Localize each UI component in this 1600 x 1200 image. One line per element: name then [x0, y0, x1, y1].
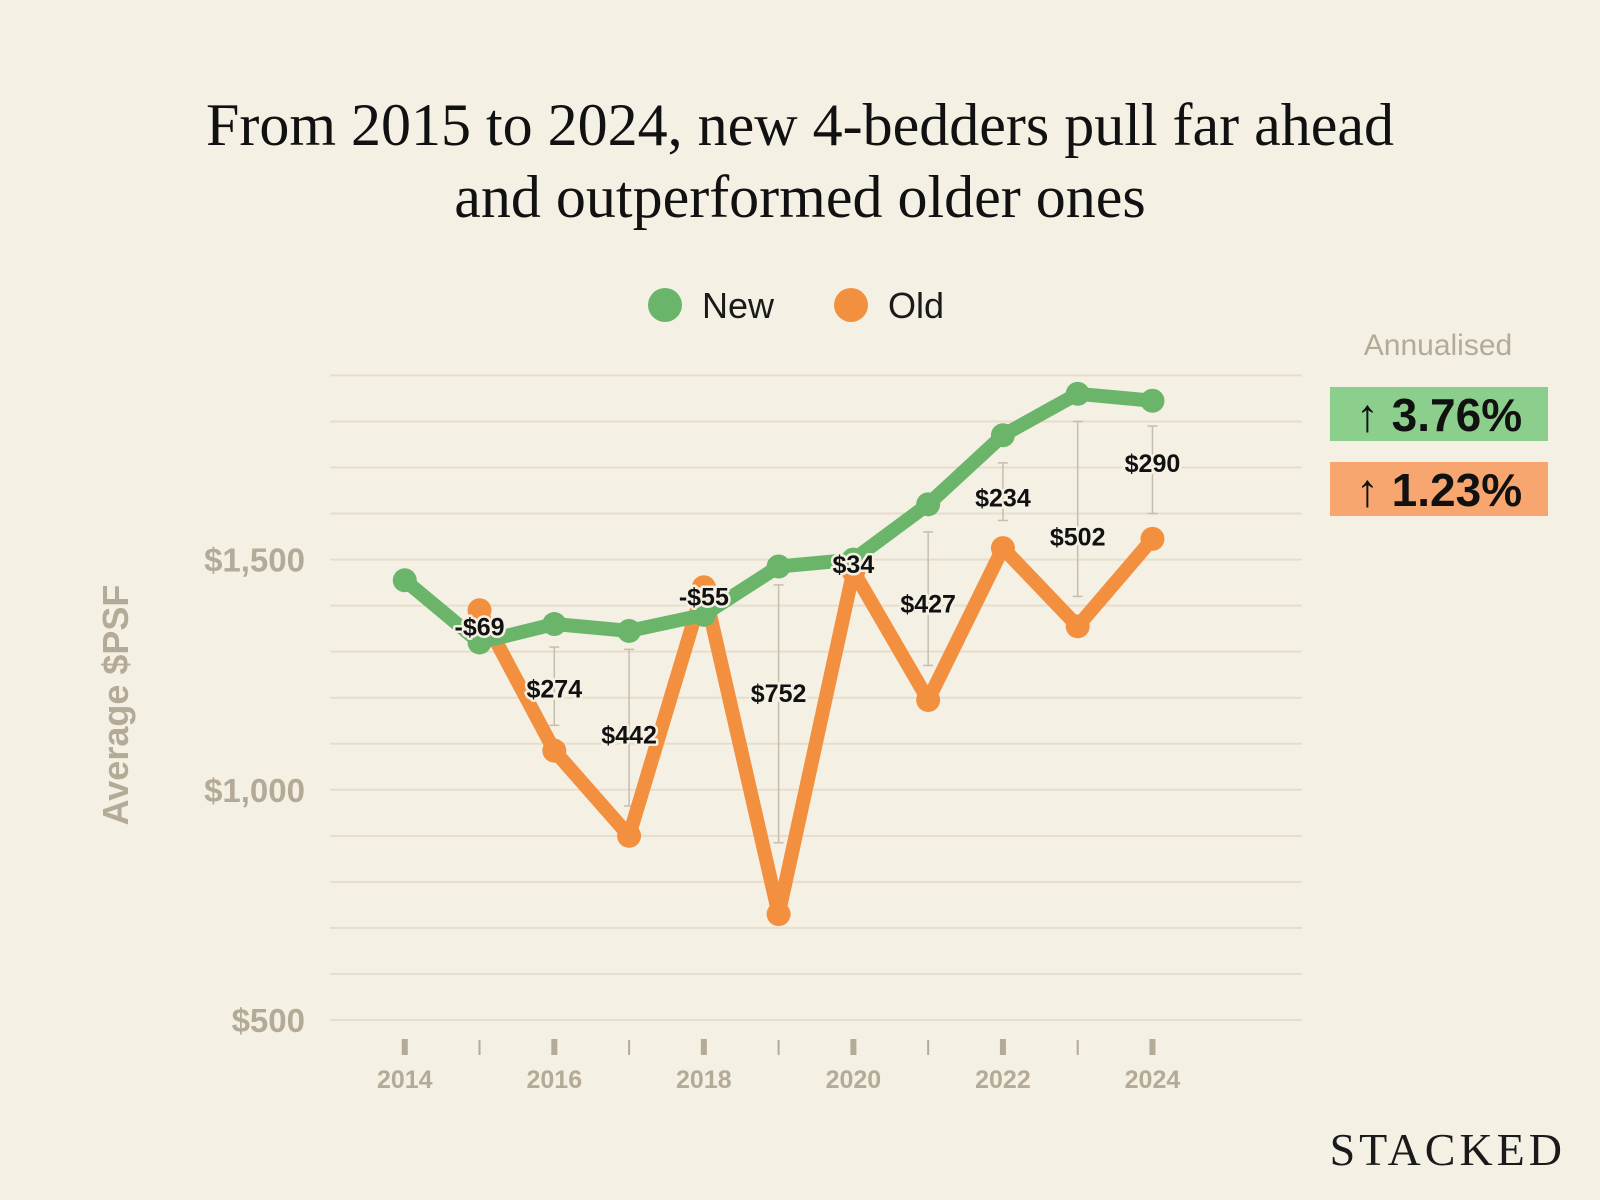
y-tick-label: $1,500	[204, 542, 305, 579]
data-point-old	[766, 902, 791, 927]
data-point-old	[990, 536, 1015, 561]
y-axis-label: Average $PSF	[95, 585, 136, 826]
annualised-old-value: ↑ 1.23%	[1356, 464, 1522, 516]
x-tick-label: 2024	[1125, 1066, 1181, 1094]
data-point-old	[916, 688, 941, 713]
annualised-old-badge	[1330, 462, 1548, 516]
series-line-old	[472, 531, 1160, 922]
y-axis: $500 $1,000 $1,500	[204, 542, 305, 1039]
annualised-new-value: ↑ 3.76%	[1356, 389, 1522, 441]
grid	[330, 374, 1302, 1021]
data-point-new	[990, 423, 1015, 448]
y-tick-label: $1,000	[204, 772, 305, 809]
difference-label: -$55	[679, 583, 729, 611]
difference-label: $752	[751, 680, 807, 708]
legend-label-old: Old	[888, 285, 944, 326]
difference-label: $274	[526, 676, 582, 704]
legend: New Old	[648, 285, 944, 326]
chart-title-line-2: and outperformed older ones	[454, 164, 1145, 230]
x-tick-label: 2014	[377, 1066, 433, 1094]
difference-label: $502	[1050, 524, 1106, 552]
x-tick-label: 2016	[526, 1066, 582, 1094]
data-point-new	[467, 630, 492, 655]
annualised-new-badge	[1330, 387, 1548, 441]
difference-label: $234	[975, 484, 1031, 512]
brand-logo: STACKED	[1330, 1124, 1566, 1175]
data-point-old	[1140, 526, 1165, 551]
annualised-panel: Annualised ↑ 3.76% ↑ 1.23%	[1330, 329, 1548, 516]
data-point-old	[542, 738, 567, 763]
x-tick-label: 2018	[676, 1066, 732, 1094]
chart-title-line-1: From 2015 to 2024, new 4-bedders pull fa…	[206, 92, 1394, 158]
data-point-new	[691, 602, 716, 627]
data-point-old	[691, 575, 716, 600]
difference-label: $34	[833, 551, 875, 579]
difference-label: $290	[1125, 450, 1181, 478]
x-tick-label: 2022	[975, 1066, 1031, 1094]
difference-label: $442	[601, 722, 657, 750]
data-point-new	[542, 612, 567, 637]
annualised-title: Annualised	[1364, 329, 1512, 362]
difference-labels: -$69 $274 $442 -$55 $752 $34 $427 $234 $502 $290	[452, 447, 1183, 752]
data-point-old	[1065, 614, 1090, 639]
data-point-new	[766, 554, 791, 579]
data-point-old	[467, 598, 492, 623]
data-point-new	[617, 618, 642, 643]
data-point-new	[1140, 388, 1165, 413]
data-point-new	[841, 547, 866, 572]
data-point-old	[617, 823, 642, 848]
data-point-new	[916, 492, 941, 517]
series-points	[392, 381, 1165, 927]
data-point-new	[392, 568, 417, 593]
x-axis: 2014 2016 2018 2020 2022 2024	[377, 1039, 1180, 1094]
y-tick-label: $500	[232, 1002, 305, 1039]
x-tick-label: 2020	[826, 1066, 882, 1094]
legend-label-new: New	[702, 285, 775, 326]
legend-marker-old	[834, 288, 868, 322]
difference-label: $427	[900, 590, 956, 618]
data-point-new	[1065, 381, 1090, 406]
legend-marker-new	[648, 288, 682, 322]
difference-label: -$69	[455, 613, 505, 641]
